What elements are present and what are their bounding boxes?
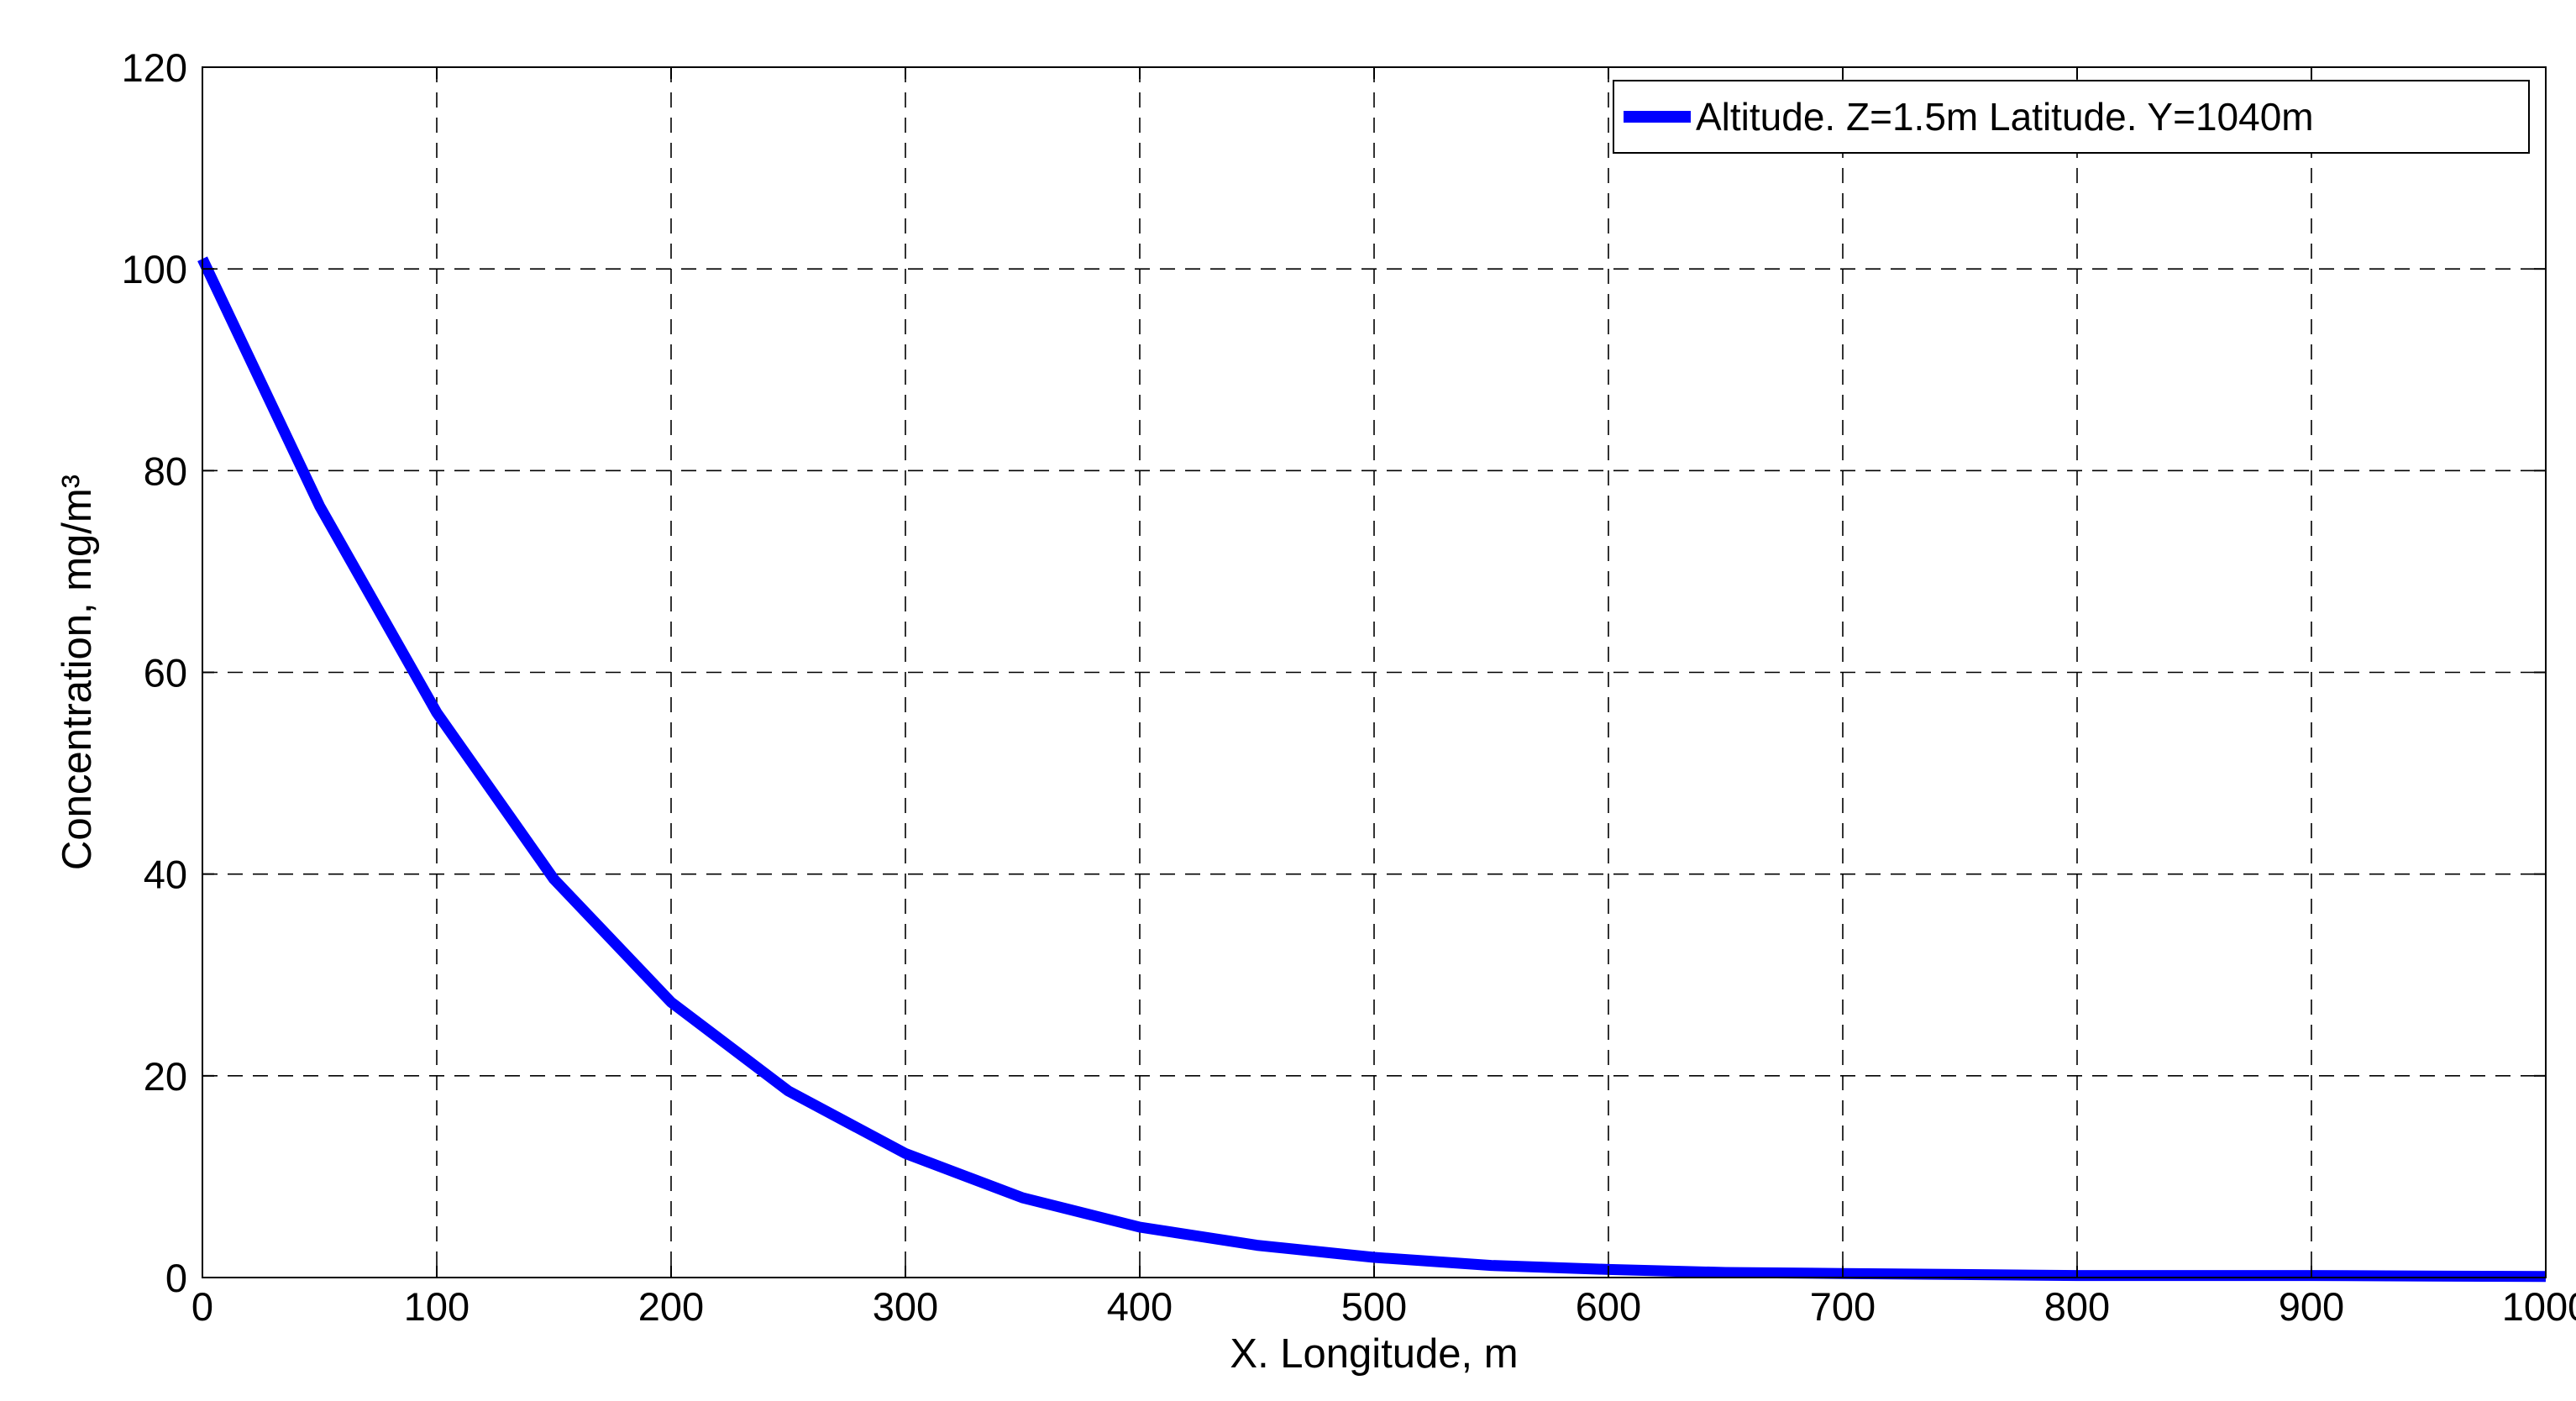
series-layer [197,256,2547,1283]
x-tick-label: 100 [404,1284,470,1329]
y-tick-label: 80 [144,449,187,493]
x-tick-label: 300 [873,1284,938,1329]
x-tick-label: 700 [1810,1284,1876,1329]
grid-lines [202,67,2546,1278]
y-tick-label: 60 [144,651,187,695]
y-tick-label: 40 [144,853,187,897]
series-line [197,256,2547,1283]
x-tick-label: 0 [191,1284,213,1329]
y-axis-label: Concentration, mg/m³ [55,475,100,870]
y-tick-labels: 0 20 40 60 80 100 120 [122,45,187,1300]
x-tick-label: 200 [638,1284,704,1329]
legend: Altitude. Z=1.5m Latitude. Y=1040m [1613,80,2530,154]
y-tick-label: 120 [122,45,187,90]
x-tick-label: 500 [1341,1284,1407,1329]
y-tick-label: 20 [144,1054,187,1099]
x-tick-label: 600 [1576,1284,1641,1329]
legend-box [1613,80,2530,154]
x-tick-label: 400 [1107,1284,1173,1329]
x-tick-label: 900 [2279,1284,2344,1329]
y-tick-label: 0 [165,1256,187,1300]
legend-label: Altitude. Z=1.5m Latitude. Y=1040m [1696,95,2314,139]
y-tick-label: 100 [122,247,187,291]
x-axis-label: X. Longitude, m [1230,1331,1518,1377]
axis-ticks [202,66,2547,1278]
x-tick-label: 800 [2044,1284,2110,1329]
